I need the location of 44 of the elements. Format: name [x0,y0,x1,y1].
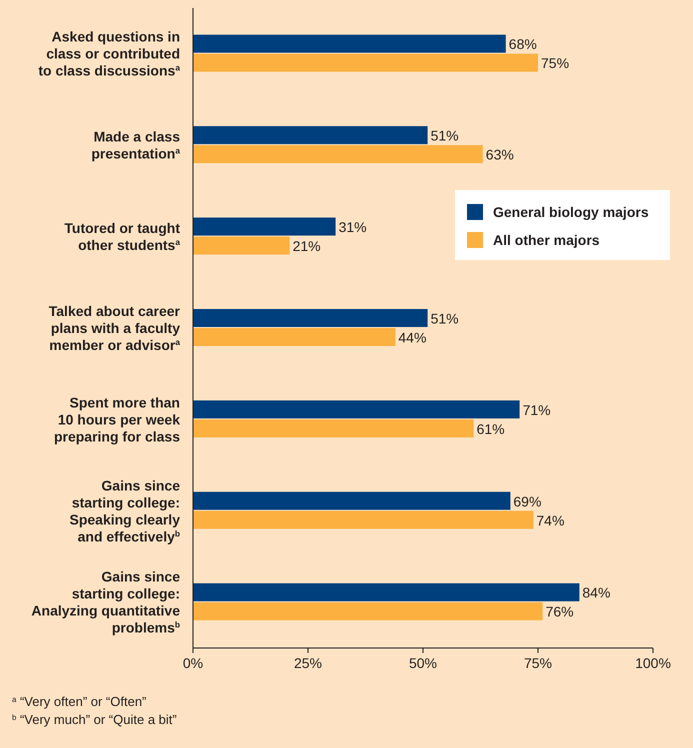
bar [193,236,290,255]
data-label: 71% [522,402,551,418]
y-tick-label: Talked about career plans with a faculty member or advisor$^{a}$ [48,302,181,353]
data-label: 69% [513,493,542,510]
x-tick-label: 100% [635,655,671,671]
y-tick-label: Spent more than 10 hours per week preparing for class [54,394,180,444]
legend-label: General biology majors [493,204,649,220]
data-label: 74% [536,512,564,528]
bar [193,34,506,53]
x-tick-label: 0% [182,655,204,671]
legend-label: All other majors [493,232,600,248]
data-label: 68% [508,36,537,52]
bar [193,419,474,438]
data-label: 51% [430,310,459,326]
y-tick-label: Tutored or taught other students$^{a}$ [64,220,180,253]
text: $^{b}$ “Very much” or “Quite a bit” [12,712,177,727]
data-label: 51% [430,128,459,144]
data-label: 63% [486,146,514,163]
bar [193,309,428,327]
bar [193,328,396,346]
bar [193,126,428,144]
bar [193,510,534,529]
bar [193,145,483,164]
bar [193,492,510,510]
y-tick-label: Gains since starting college: Speaking clearly and effectively$^{b}$ [69,477,180,544]
data-label: 31% [338,218,367,235]
x-tick-label: 50% [408,655,438,671]
data-label: 21% [292,238,321,254]
y-tick-label: Asked questions in class or contributed to class discussions$^{a}$ [38,28,180,79]
bar [193,583,580,602]
data-label: 61% [476,420,505,437]
bar [193,54,538,72]
text: $^{a}$ “Very often” or “Often” [12,694,146,709]
bar [193,602,543,620]
x-tick-label: 25% [294,655,322,671]
x-tick-label: 75% [524,655,552,671]
data-label: 76% [546,604,574,620]
bar [193,218,336,236]
data-label: 84% [582,584,610,601]
y-tick-label: Gains since starting college: Analyzing quantitative problems$^{b}$ [31,568,180,636]
data-label: 75% [541,55,570,72]
data-label: 44% [398,329,426,346]
bar [193,400,520,418]
y-tick-label: Made a class presentation$^{a}$ [91,128,180,162]
